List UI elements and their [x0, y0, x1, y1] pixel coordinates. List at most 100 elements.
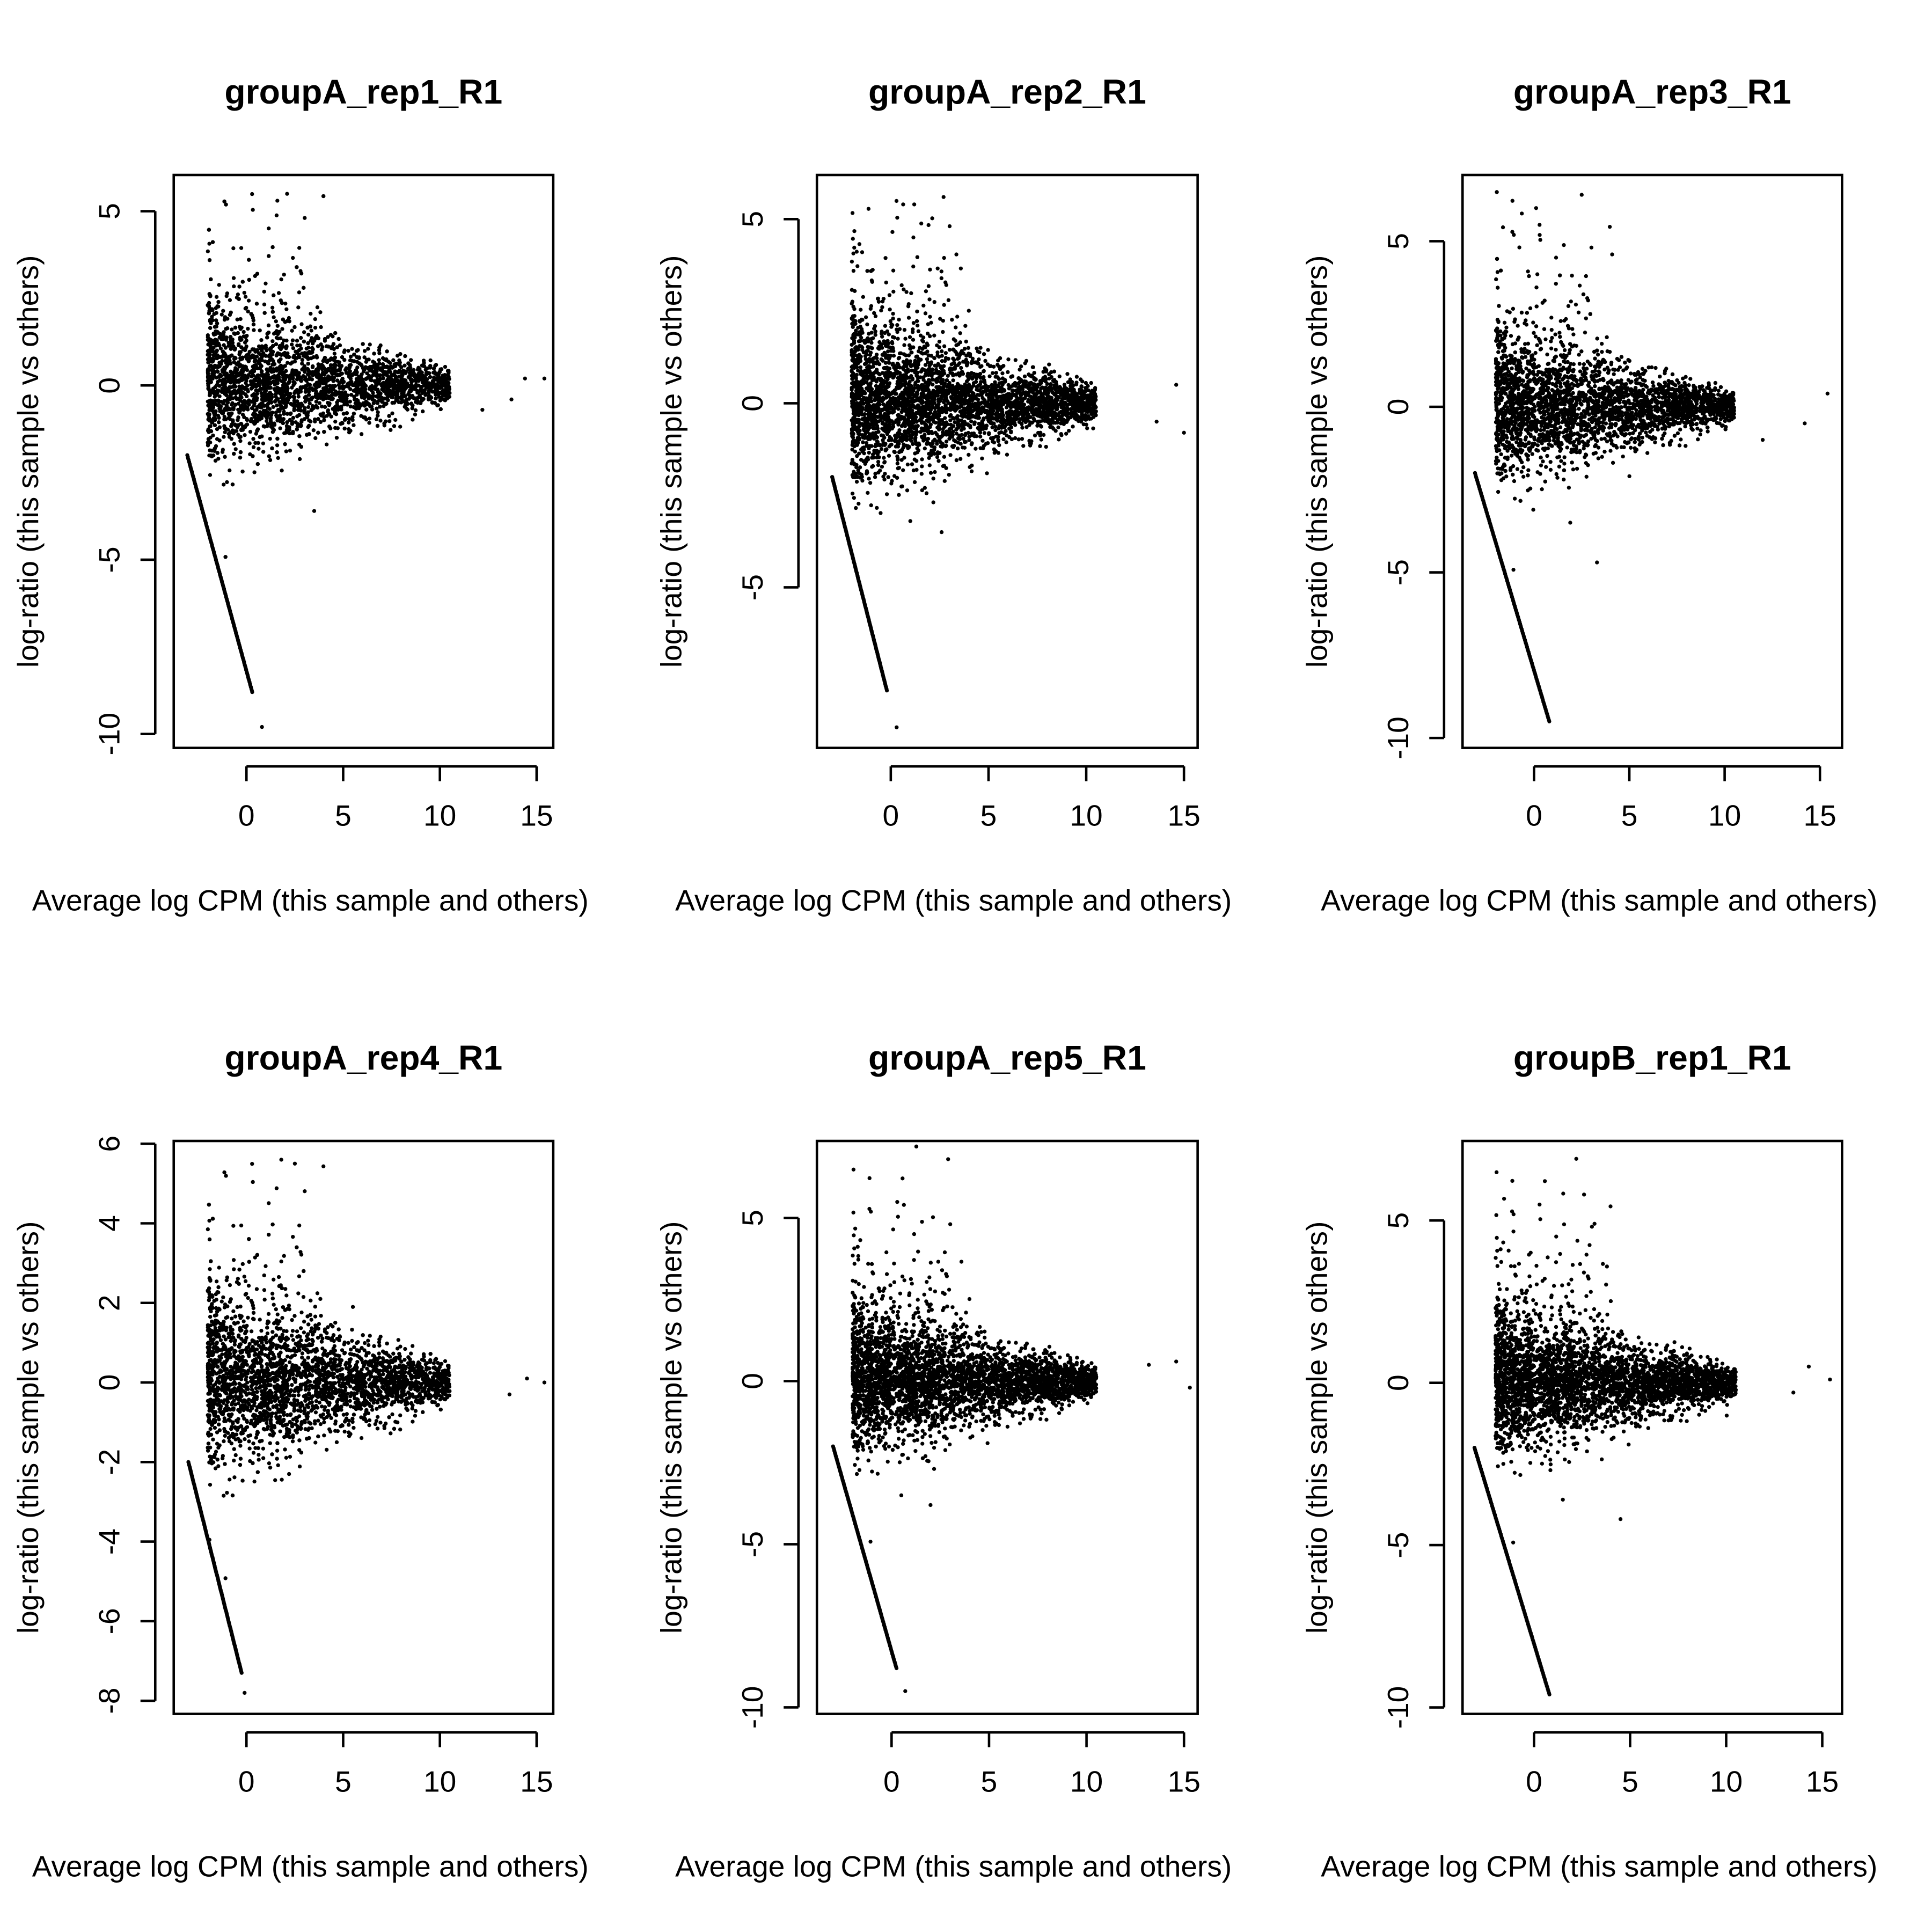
data-point	[208, 326, 213, 330]
data-point	[222, 482, 226, 487]
data-point	[255, 366, 260, 370]
data-point	[375, 374, 380, 378]
x-tick-label: 10	[423, 799, 456, 832]
data-point	[372, 352, 376, 356]
data-point	[230, 327, 234, 332]
data-point	[898, 351, 902, 356]
data-point	[308, 401, 312, 406]
data-point	[969, 419, 974, 423]
data-point	[306, 362, 310, 366]
data-point	[208, 345, 213, 350]
data-point	[244, 394, 249, 399]
data-point	[206, 369, 210, 373]
data-point	[854, 506, 858, 510]
data-point	[409, 380, 414, 384]
data-point	[421, 374, 425, 378]
data-point	[302, 417, 306, 421]
data-point	[213, 423, 217, 427]
data-point	[1001, 437, 1006, 442]
data-point	[850, 492, 855, 496]
data-point	[355, 365, 360, 370]
data-point	[336, 336, 341, 341]
data-point	[254, 407, 259, 412]
data-point	[354, 371, 359, 375]
data-point	[321, 378, 326, 382]
outlier-point	[285, 192, 289, 196]
data-point	[290, 338, 295, 342]
data-point	[895, 323, 899, 327]
data-point	[978, 434, 983, 439]
data-point	[292, 400, 297, 405]
data-point	[897, 317, 901, 322]
data-point	[207, 430, 211, 434]
data-point	[295, 387, 299, 392]
data-point	[327, 401, 332, 406]
data-point	[238, 378, 243, 383]
data-point	[1057, 374, 1062, 379]
data-point	[416, 383, 421, 388]
data-point	[360, 395, 364, 400]
data-point	[382, 370, 386, 375]
data-point	[233, 332, 237, 336]
data-point	[887, 293, 892, 297]
data-point	[335, 406, 340, 411]
data-point	[282, 380, 286, 385]
data-point	[237, 352, 241, 356]
data-point	[272, 362, 276, 367]
data-point	[219, 362, 223, 366]
data-point	[392, 424, 397, 428]
data-point	[275, 385, 280, 390]
data-point	[990, 425, 994, 429]
data-point	[296, 423, 300, 427]
data-point	[225, 407, 229, 412]
data-point	[231, 385, 235, 389]
data-point	[281, 417, 286, 421]
data-point	[223, 384, 227, 389]
data-point	[207, 413, 211, 418]
data-point	[299, 322, 304, 326]
data-point	[915, 309, 919, 314]
data-point	[298, 389, 303, 394]
data-point	[287, 425, 291, 429]
data-point	[261, 424, 266, 428]
data-point	[266, 377, 270, 382]
data-point	[337, 360, 341, 364]
data-point	[231, 418, 235, 422]
data-point	[954, 252, 958, 257]
data-point	[258, 410, 262, 414]
data-point	[233, 325, 238, 330]
data-point	[262, 302, 267, 306]
data-point	[270, 446, 274, 451]
data-point	[225, 480, 229, 485]
data-point	[362, 383, 367, 387]
data-point	[224, 417, 228, 421]
data-point	[406, 392, 411, 397]
data-point	[243, 385, 247, 390]
data-point	[243, 340, 247, 345]
data-point	[258, 435, 262, 440]
data-point	[292, 355, 297, 360]
data-point	[216, 331, 221, 335]
data-point	[231, 276, 236, 280]
data-point	[291, 255, 295, 260]
data-point	[262, 385, 267, 389]
data-point	[229, 347, 233, 351]
data-point	[362, 415, 366, 420]
data-point	[979, 364, 984, 368]
data-point	[302, 339, 306, 344]
data-point	[340, 355, 345, 360]
data-point	[314, 404, 318, 408]
data-point	[285, 420, 289, 425]
data-point	[323, 339, 327, 343]
data-point	[926, 223, 931, 228]
data-point	[268, 347, 272, 351]
data-point	[431, 367, 436, 371]
data-point	[244, 305, 248, 310]
x-tick-label: 5	[335, 799, 352, 832]
data-point	[852, 245, 857, 250]
data-point	[408, 363, 412, 368]
data-point	[331, 342, 336, 346]
data-point	[854, 480, 859, 484]
data-point	[280, 370, 284, 374]
data-point	[235, 397, 239, 401]
